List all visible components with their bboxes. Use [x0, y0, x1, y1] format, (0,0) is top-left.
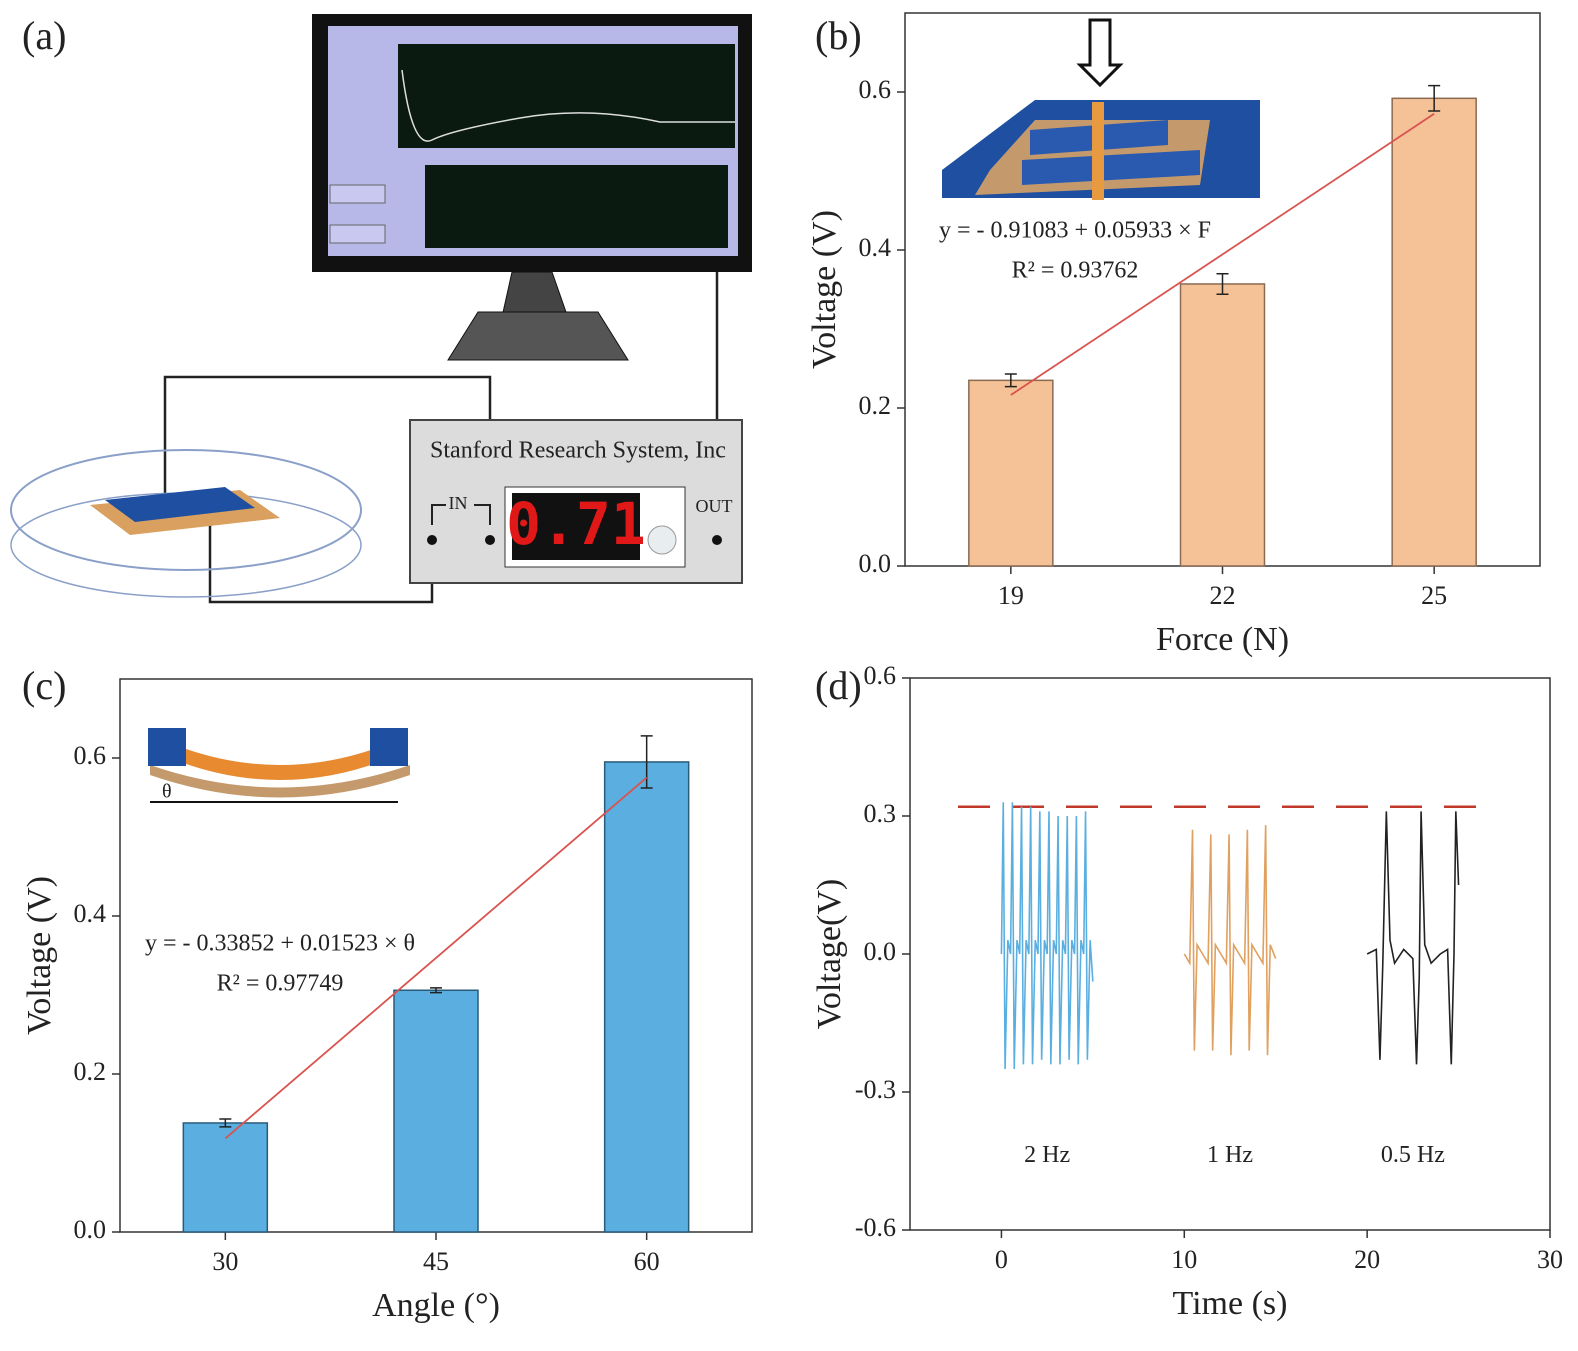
- series-label: 0.5 Hz: [1381, 1142, 1445, 1168]
- wire: [208, 525, 434, 604]
- instrument-name: Stanford Research System, Inc: [430, 438, 726, 464]
- error-bar: [640, 735, 653, 789]
- bar: [1391, 97, 1477, 567]
- y-tick-label: 0.0: [74, 1215, 107, 1244]
- y-tick-label: 0.4: [859, 233, 892, 262]
- y-tick-label: 0.4: [74, 899, 107, 928]
- y-axis-label: Voltage(V): [811, 879, 848, 1029]
- series-line: [1000, 802, 1094, 1070]
- annotation: R² = 0.97749: [217, 971, 344, 997]
- screen-button: [329, 224, 386, 244]
- display-value: 0.71: [506, 490, 646, 558]
- y-axis-label: Voltage (V): [806, 210, 843, 369]
- inset-bend: θ: [148, 728, 410, 803]
- bar: [968, 379, 1054, 567]
- y-tick-label: 0.0: [859, 549, 892, 578]
- y-tick-label: 0.6: [859, 75, 892, 104]
- series-label: 1 Hz: [1207, 1142, 1253, 1168]
- terminal: [485, 535, 495, 545]
- bar: [182, 1122, 269, 1233]
- series-line: [1366, 811, 1460, 1065]
- annotation: y = - 0.33852 + 0.01523 × θ: [145, 931, 415, 957]
- bar: [1179, 283, 1266, 567]
- bar: [393, 989, 479, 1233]
- inset-device: [942, 18, 1260, 200]
- fit-line: [1010, 113, 1435, 396]
- screen-plot: [398, 44, 735, 148]
- knob: [647, 525, 677, 555]
- setup-diagram: (a) Stanford Research System, Inc IN OUT…: [10, 13, 752, 604]
- sensor: [105, 487, 255, 522]
- panel-label: (c): [22, 663, 66, 708]
- series-line: [1183, 825, 1277, 1056]
- dish: [10, 449, 362, 571]
- terminal: [712, 535, 722, 545]
- panel-label: (d): [815, 663, 862, 708]
- input-label: IN: [449, 493, 468, 513]
- y-tick-label: 0.2: [74, 1057, 107, 1086]
- x-axis-label: Time (s): [1173, 1285, 1288, 1322]
- fit-line: [224, 776, 648, 1140]
- bracket: [431, 504, 446, 525]
- x-tick-label: 0: [995, 1245, 1008, 1274]
- x-tick-label: 30: [1537, 1245, 1563, 1274]
- y-tick-label: 0.0: [864, 937, 897, 966]
- error-bar: [1004, 373, 1017, 388]
- error-bar: [219, 1118, 232, 1128]
- bar: [603, 761, 690, 1233]
- x-tick-label: 60: [634, 1247, 660, 1276]
- y-tick-label: 0.2: [859, 391, 892, 420]
- error-bar: [430, 987, 442, 994]
- error-bar: [1428, 84, 1441, 112]
- y-axis-label: Voltage (V): [21, 876, 58, 1035]
- x-tick-label: 19: [998, 581, 1024, 610]
- x-axis-label: Force (N): [1156, 621, 1289, 658]
- screen-trace: [401, 69, 735, 142]
- x-tick-label: 45: [423, 1247, 449, 1276]
- x-tick-label: 22: [1210, 581, 1236, 610]
- y-tick-label: 0.6: [864, 661, 897, 690]
- y-tick-label: 0.6: [74, 741, 107, 770]
- monitor-base: [447, 311, 629, 361]
- x-tick-label: 10: [1171, 1245, 1197, 1274]
- y-tick-label: -0.3: [855, 1075, 896, 1104]
- screen-button: [329, 184, 386, 204]
- display: [512, 493, 640, 560]
- panel-label: (b): [815, 13, 862, 58]
- y-tick-label: -0.6: [855, 1213, 896, 1242]
- x-tick-label: 20: [1354, 1245, 1380, 1274]
- output-label: OUT: [696, 496, 733, 516]
- series-label: 2 Hz: [1024, 1142, 1070, 1168]
- annotation: R² = 0.93762: [1012, 258, 1139, 284]
- svg-text:θ: θ: [162, 781, 172, 803]
- error-bar: [1216, 272, 1229, 295]
- x-tick-label: 25: [1421, 581, 1447, 610]
- terminal: [427, 535, 437, 545]
- x-axis-label: Angle (°): [372, 1287, 500, 1324]
- x-tick-label: 30: [212, 1247, 238, 1276]
- annotation: y = - 0.91083 + 0.05933 × F: [939, 218, 1211, 244]
- panel-label: (a): [22, 13, 66, 58]
- y-tick-label: 0.3: [864, 799, 897, 828]
- bracket: [474, 504, 491, 525]
- screen-plot: [425, 165, 728, 248]
